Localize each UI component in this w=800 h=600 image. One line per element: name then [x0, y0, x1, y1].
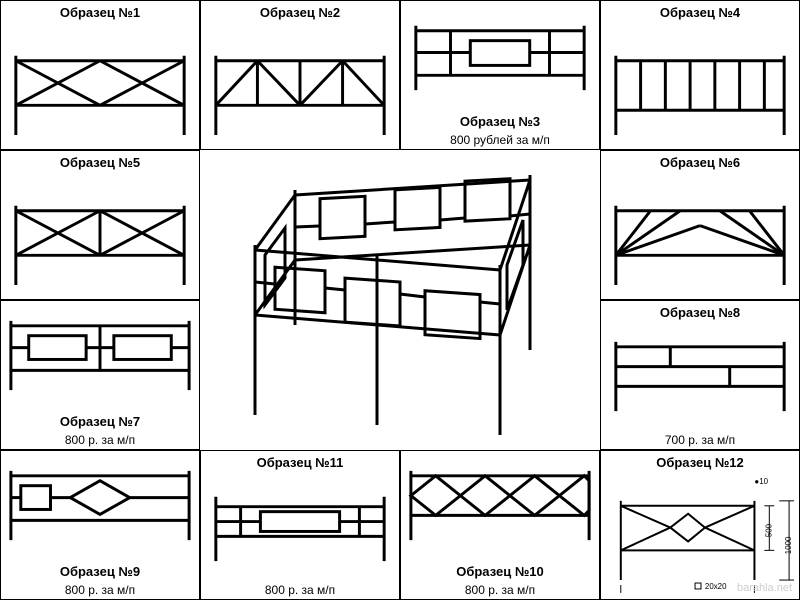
sample-9-cell: Образец №9 800 р. за м/п [0, 450, 200, 600]
sample-11-title: Образец №11 [257, 451, 344, 472]
sample-7-title: Образец №7 [60, 410, 140, 431]
sample-9-title: Образец №9 [60, 560, 140, 581]
sample-12-title: Образец №12 [656, 451, 744, 472]
sample-5-fence [1, 172, 199, 299]
sample-2-cell: Образец №2 [200, 0, 400, 150]
sample-10-title: Образец №10 [456, 560, 544, 581]
sample-1-title: Образец №1 [60, 1, 140, 22]
center-3d-fence [200, 150, 600, 450]
center-3d-cell [200, 150, 600, 450]
sample-7-fence [1, 301, 199, 410]
sample-10-cell: Образец №10 800 р. за м/п [400, 450, 600, 600]
sample-11-fence [201, 472, 399, 581]
dim-500: 500 [764, 523, 773, 537]
dim-1000: 1000 [784, 536, 793, 554]
sample-3-sub: 800 рублей за м/п [450, 131, 550, 149]
sample-1-fence [1, 22, 199, 149]
sample-3-cell: Образец №3 800 рублей за м/п [400, 0, 600, 150]
sample-6-title: Образец №6 [660, 151, 740, 172]
sample-9-fence [1, 451, 199, 560]
sample-8-title: Образец №8 [660, 301, 740, 322]
sample-2-title: Образец №2 [260, 1, 340, 22]
sample-6-cell: Образец №6 [600, 150, 800, 300]
sample-8-cell: Образец №8 700 р. за м/п [600, 300, 800, 450]
sample-2-fence [201, 22, 399, 149]
sample-9-sub: 800 р. за м/п [65, 581, 135, 599]
sample-12-cell: Образец №12 500 1000 [600, 450, 800, 600]
sample-10-fence [401, 451, 599, 560]
sample-3-fence [401, 1, 599, 110]
sample-8-fence [601, 322, 799, 431]
sample-11-cell: Образец №11 800 р. за м/п [200, 450, 400, 600]
watermark: barahla.net [737, 582, 792, 594]
rod-label: ●10 [754, 477, 768, 486]
sample-7-sub: 800 р. за м/п [65, 431, 135, 449]
profile-label: 20x20 [705, 582, 727, 591]
sample-4-fence [601, 22, 799, 149]
sample-5-cell: Образец №5 [0, 150, 200, 300]
sample-6-fence [601, 172, 799, 299]
sample-8-sub: 700 р. за м/п [665, 431, 735, 449]
sample-10-sub: 800 р. за м/п [465, 581, 535, 599]
sample-11-sub: 800 р. за м/п [265, 581, 335, 599]
sample-4-title: Образец №4 [660, 1, 740, 22]
sample-5-title: Образец №5 [60, 151, 140, 172]
sample-12-fence: 500 1000 ●10 20x20 [601, 472, 799, 599]
sample-1-cell: Образец №1 [0, 0, 200, 150]
sample-3-title: Образец №3 [460, 110, 540, 131]
sample-7-cell: Образец №7 800 р. за м/п [0, 300, 200, 450]
sample-4-cell: Образец №4 [600, 0, 800, 150]
